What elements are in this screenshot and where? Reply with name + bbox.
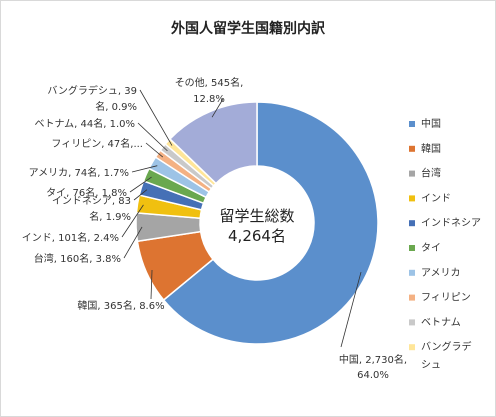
slice-1-leader-line [340, 271, 362, 348]
slice-1-data-label: 中国, 2,730名, [339, 353, 407, 366]
legend-item-label: ベトナム [421, 316, 461, 328]
legend-item-label: フィリピン [421, 292, 471, 304]
slice-5-data-label: インドネシア, 83 [52, 195, 131, 207]
slice-8-data-label: フィリピン, 47名,... [51, 137, 143, 150]
slice-1-wedge [162, 101, 379, 345]
legend-swatch [409, 195, 415, 202]
slice-3-data-label: 台湾, 160名, 3.8% [34, 252, 121, 265]
legend-swatch [409, 145, 415, 152]
slice-8-leader-line [145, 142, 164, 158]
slice-1-data-label: 64.0% [357, 370, 389, 381]
slice-3-leader-line [123, 226, 143, 259]
legend-swatch [409, 294, 415, 301]
slice-6-data-label: タイ, 76名, 1.8% [46, 186, 127, 199]
legend-item-label: 中国 [421, 117, 441, 130]
legend-item-label: アメリカ [421, 267, 461, 279]
slice-4-leader-line [121, 204, 144, 238]
legend-swatch [409, 344, 415, 351]
slice-5-data-label: 名, 1.9% [89, 210, 131, 223]
legend-swatch [409, 220, 415, 227]
legend-swatch [409, 269, 415, 276]
legend-item-label: シュ [421, 360, 441, 371]
chart-title: 外国人留学生国籍別内訳 [171, 20, 326, 37]
slice-5-leader-line [133, 189, 148, 201]
center-label-line: 留学生総数 [219, 207, 294, 225]
legend-item-label: バングラデ [421, 340, 472, 353]
slice-9-data-label: ベトナム, 44名, 1.0% [34, 117, 135, 130]
legend-item-label: タイ [421, 242, 441, 254]
legend-swatch [409, 245, 415, 251]
slice-9-leader-line [137, 122, 168, 152]
legend-item-label: インドネシア [421, 217, 481, 229]
slice-10-data-label: 名, 0.9% [95, 100, 137, 113]
donut-slices [135, 101, 379, 345]
legend-item-label: 台湾 [421, 167, 441, 180]
legend-swatch [409, 170, 415, 177]
slice-10-leader-line [139, 89, 173, 146]
slice-11-data-label: その他, 545名, [175, 76, 244, 89]
center-label-line: 4,264名 [228, 227, 286, 245]
legend-swatch [409, 121, 415, 127]
slice-11-data-label: 12.8% [193, 94, 225, 105]
slice-2-leader-line [150, 269, 153, 300]
slice-11-wedge [168, 101, 258, 185]
slice-6-leader-line [129, 176, 152, 193]
slice-10-data-label: バングラデシュ, 39 [47, 84, 137, 97]
legend-item-label: インド [421, 193, 451, 204]
legend-swatch [409, 319, 415, 326]
leader-lines [121, 89, 362, 348]
slice-11-leader-line [211, 98, 224, 118]
slice-7-data-label: アメリカ, 74名, 1.7% [29, 166, 129, 179]
slice-4-data-label: インド, 101名, 2.4% [22, 231, 119, 244]
slice-7-leader-line [131, 165, 158, 173]
legend-item-label: 韓国 [421, 143, 441, 155]
center-label: 留学生総数 4,264名 [219, 207, 294, 245]
slice-2-data-label: 韓国, 365名, 8.6% [77, 299, 164, 312]
slice-labels: 中国, 2,730名, 64.0% 韓国, 365名, 8.6% 台湾, 160名, … [22, 76, 407, 381]
